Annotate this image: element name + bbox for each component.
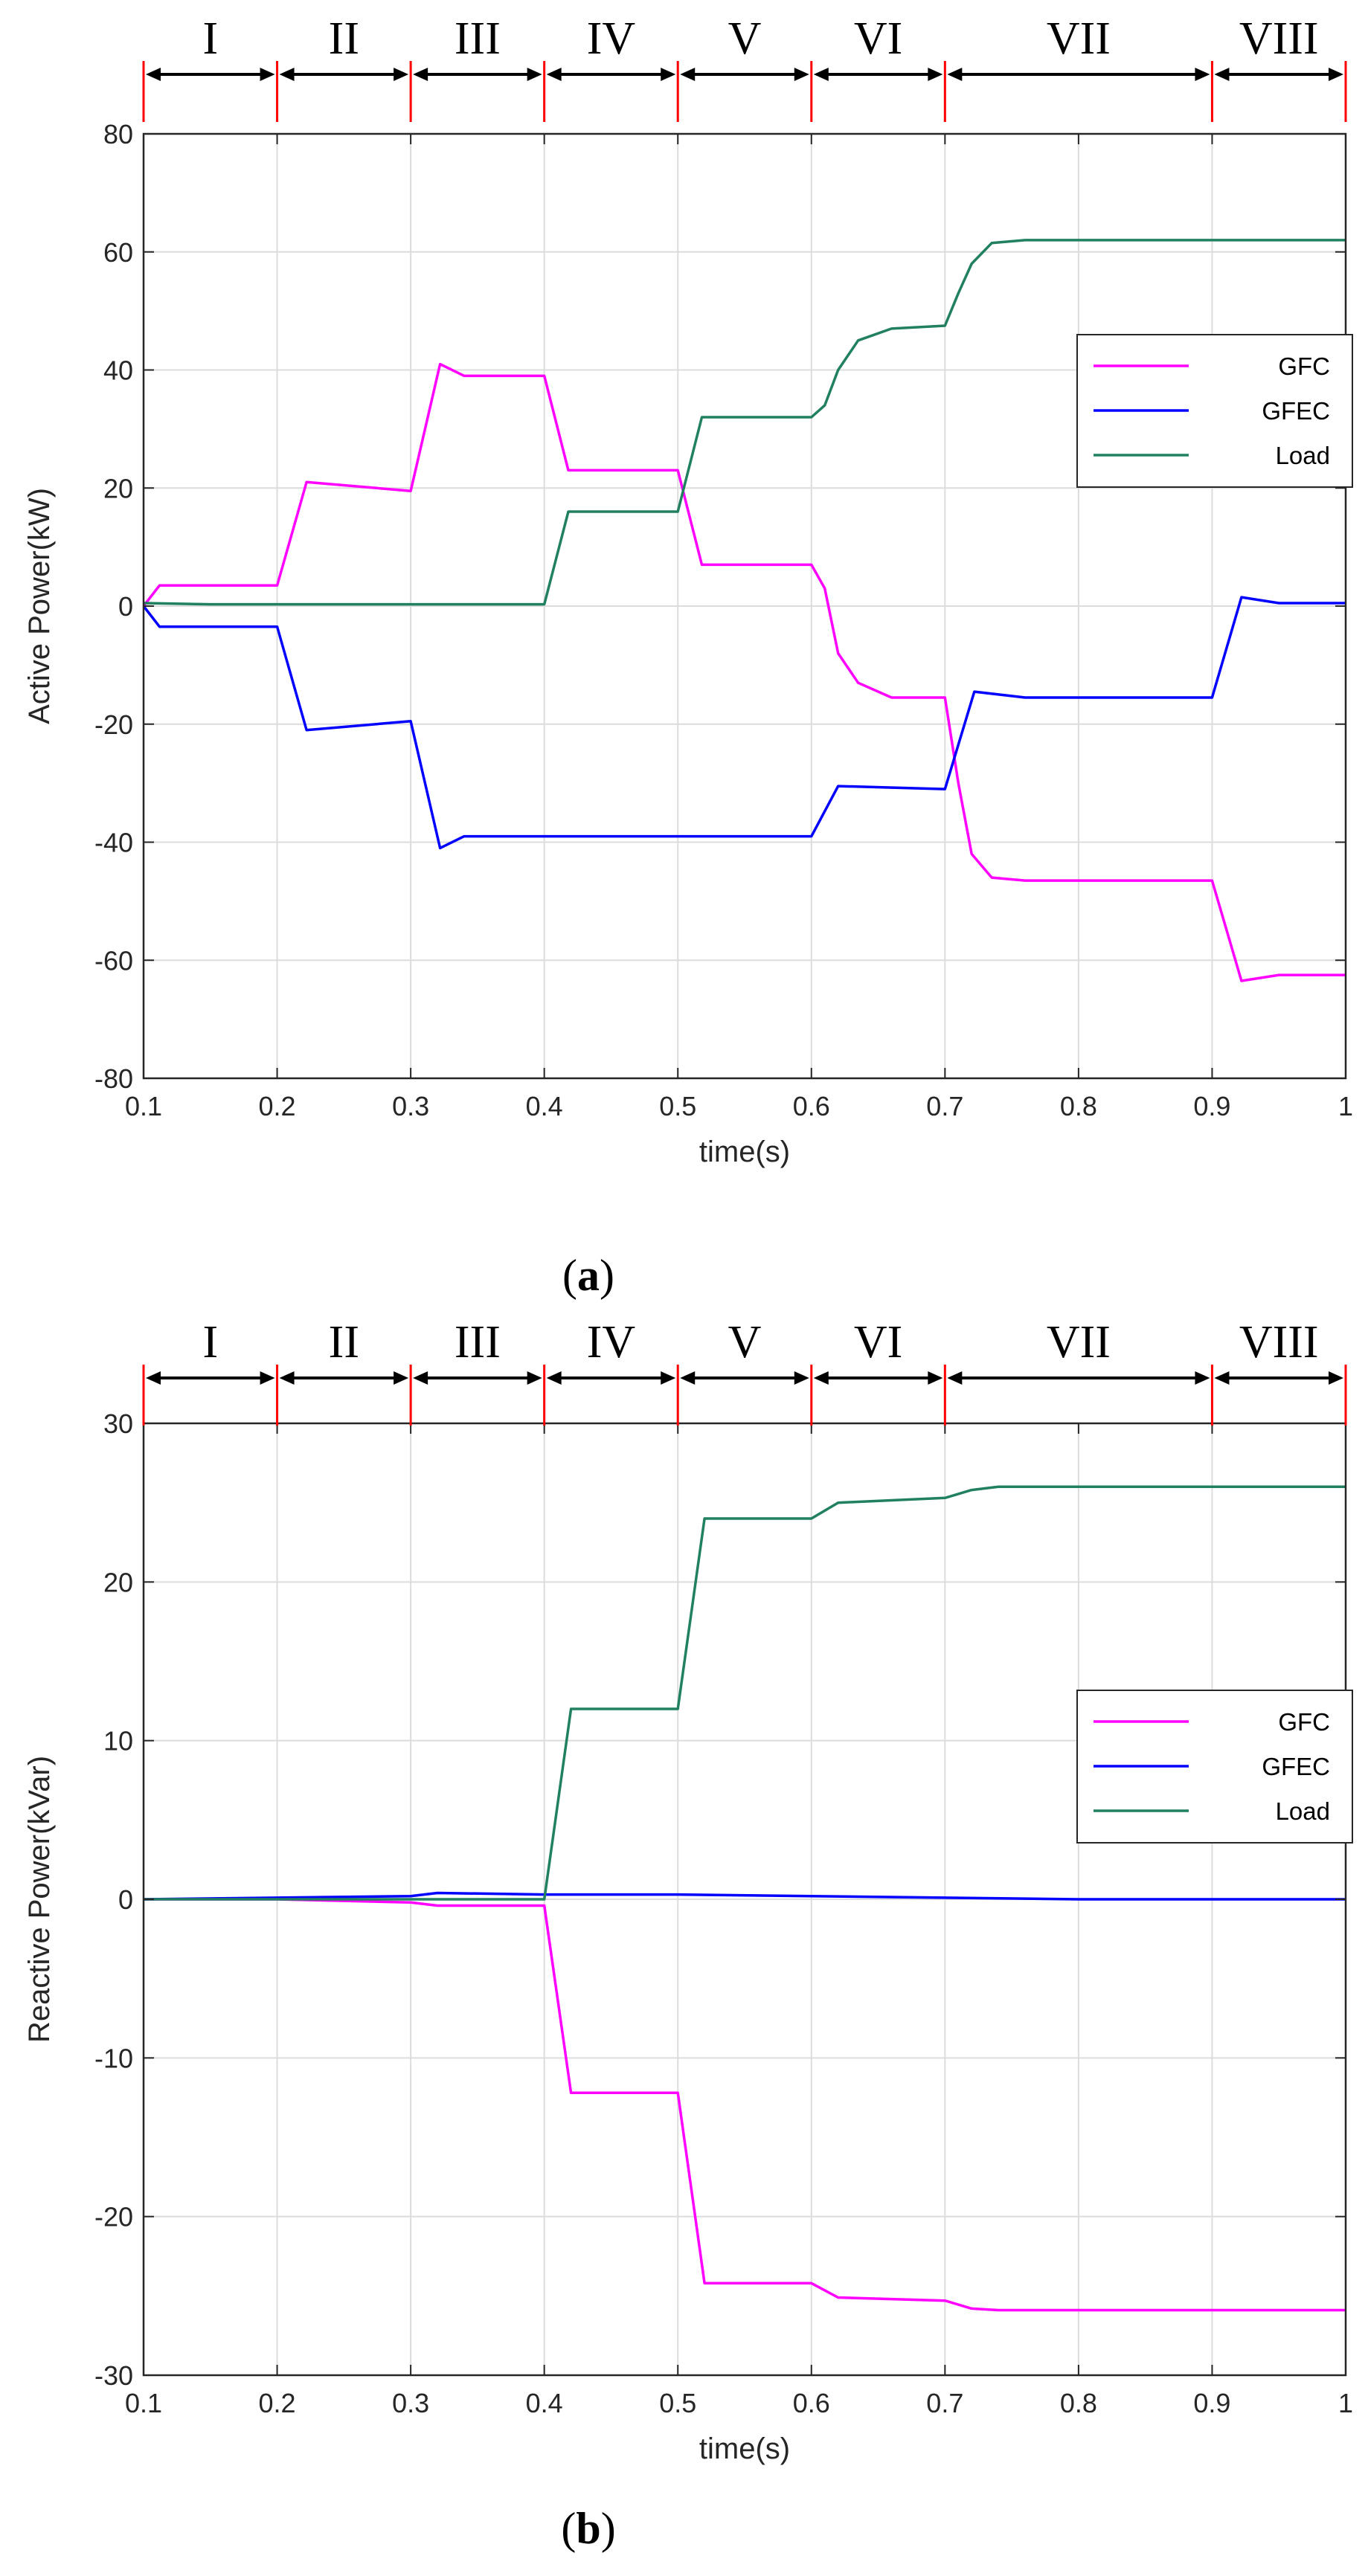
phase-arrow <box>680 1371 809 1385</box>
phase-arrow <box>680 68 809 81</box>
x-tick-label: 0.2 <box>259 2388 296 2418</box>
legend-entry: GFC <box>1278 352 1330 380</box>
series-line-gfec <box>142 596 1346 850</box>
x-tick-label: 0.6 <box>793 2388 830 2418</box>
y-tick-label: 20 <box>103 473 133 503</box>
x-tick-label: 0.3 <box>392 2388 429 2418</box>
phase-arrow <box>1214 1371 1343 1385</box>
y-tick-label: 20 <box>103 1567 133 1597</box>
phase-arrow <box>813 68 943 81</box>
phase-label: III <box>455 1317 501 1368</box>
phase-label: VII <box>1047 1317 1111 1368</box>
series-line-gfc <box>144 1898 1346 2312</box>
x-tick-label: 0.7 <box>926 1091 963 1121</box>
y-tick-label: 80 <box>103 119 133 149</box>
y-tick-label: 60 <box>103 237 133 268</box>
phase-label: VIII <box>1239 13 1319 64</box>
x-tick-label: 0.4 <box>526 2388 563 2418</box>
legend-entry: Load <box>1276 1797 1330 1825</box>
x-tick-label: 0.9 <box>1193 1091 1230 1121</box>
x-tick-label: 0.7 <box>926 2388 963 2418</box>
phase-label: IV <box>587 13 636 64</box>
phase-label: VIII <box>1239 1317 1319 1368</box>
x-tick-label: 0.6 <box>793 1091 830 1121</box>
phase-arrow <box>813 1371 943 1385</box>
phase-label: III <box>455 13 501 64</box>
phase-arrow <box>413 68 542 81</box>
x-tick-label: 0.1 <box>125 1091 162 1121</box>
y-tick-label: -80 <box>94 1063 133 1094</box>
panel-caption: (a) <box>562 1251 614 1300</box>
x-axis-label: time(s) <box>699 2432 790 2465</box>
phase-label: II <box>329 1317 359 1368</box>
x-tick-label: 0.8 <box>1060 2388 1097 2418</box>
legend-entry: GFEC <box>1262 1753 1330 1780</box>
phase-label: II <box>329 13 359 64</box>
phase-label: V <box>728 13 762 64</box>
legend-entry: GFEC <box>1262 397 1330 425</box>
y-tick-label: 0 <box>118 1884 133 1915</box>
y-tick-label: -20 <box>94 2202 133 2232</box>
y-tick-label: 0 <box>118 591 133 622</box>
phase-arrow <box>546 1371 676 1385</box>
legend: GFC GFEC Load <box>1076 1690 1353 1844</box>
x-tick-label: 1 <box>1338 2388 1353 2418</box>
legend-entry: Load <box>1276 442 1330 469</box>
phase-arrow <box>546 68 676 81</box>
series-line-gfec <box>143 1891 1346 1901</box>
phase-label: V <box>728 1317 762 1368</box>
panel-a: 0.1 0.2 0.3 0.4 0.5 0.6 0.7 0.8 0.9 1 -80 -60 -40 -20… <box>23 13 1353 1300</box>
y-tick-label: -60 <box>94 945 133 976</box>
phase-arrow <box>146 1371 275 1385</box>
phase-arrow <box>1214 68 1343 81</box>
y-tick-label: -30 <box>94 2360 133 2391</box>
x-tick-label: 0.1 <box>125 2388 162 2418</box>
legend: GFC GFEC Load <box>1076 334 1353 488</box>
series-line-load <box>144 1485 1346 1901</box>
phase-label: VII <box>1047 13 1111 64</box>
x-tick-label: 0.2 <box>259 1091 296 1121</box>
phase-label: I <box>202 13 218 64</box>
phase-arrow <box>279 1371 409 1385</box>
x-tick-label: 1 <box>1338 1091 1353 1121</box>
series-line-gfc <box>142 362 1346 982</box>
series-line-load <box>143 239 1346 606</box>
y-axis-label: Reactive Power(kVar) <box>23 1756 56 2043</box>
phase-arrow <box>947 1371 1210 1385</box>
y-tick-label: -20 <box>94 709 133 740</box>
x-tick-label: 0.4 <box>526 1091 563 1121</box>
x-tick-label: 0.9 <box>1193 2388 1230 2418</box>
x-tick-label: 0.5 <box>659 1091 696 1121</box>
x-tick-label: 0.5 <box>659 2388 696 2418</box>
y-tick-label: -40 <box>94 828 133 858</box>
phase-arrow <box>947 68 1210 81</box>
legend-entry: GFC <box>1278 1708 1330 1736</box>
y-tick-label: 40 <box>103 355 133 386</box>
phase-arrow <box>279 68 409 81</box>
phase-label: VI <box>854 1317 902 1368</box>
phase-arrow <box>413 1371 542 1385</box>
y-axis-label: Active Power(kW) <box>23 488 56 724</box>
phase-label: IV <box>587 1317 636 1368</box>
phase-label: VI <box>854 13 902 64</box>
x-axis-label: time(s) <box>699 1136 790 1168</box>
y-tick-label: -10 <box>94 2043 133 2073</box>
panel-caption: (b) <box>561 2504 615 2553</box>
x-tick-label: 0.8 <box>1060 1091 1097 1121</box>
phase-arrow <box>146 68 275 81</box>
panel-b: 0.1 0.2 0.3 0.4 0.5 0.6 0.7 0.8 0.9 1 -30 -20 -10 0 10… <box>23 1317 1353 2553</box>
phase-label: I <box>202 1317 218 1368</box>
y-tick-label: 10 <box>103 1726 133 1756</box>
x-tick-label: 0.3 <box>392 1091 429 1121</box>
y-tick-label: 30 <box>103 1408 133 1439</box>
